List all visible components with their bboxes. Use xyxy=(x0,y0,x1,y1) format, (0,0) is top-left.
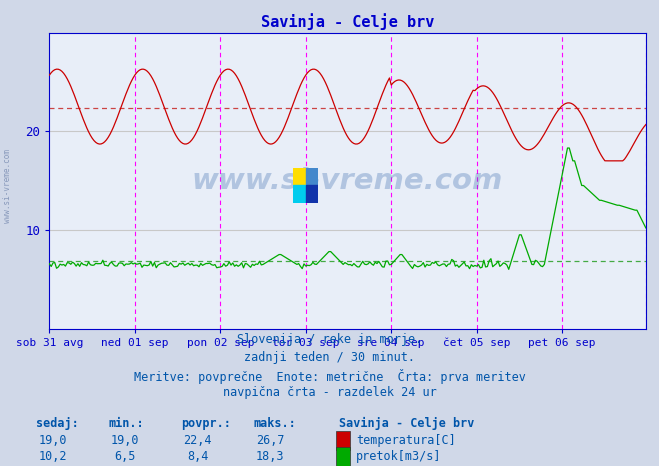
Text: 18,3: 18,3 xyxy=(256,450,285,463)
Text: 22,4: 22,4 xyxy=(183,434,212,447)
Text: www.si-vreme.com: www.si-vreme.com xyxy=(3,150,13,223)
Text: Meritve: povprečne  Enote: metrične  Črta: prva meritev: Meritve: povprečne Enote: metrične Črta:… xyxy=(134,369,525,384)
Bar xyxy=(293,185,306,203)
Text: navpična črta - razdelek 24 ur: navpična črta - razdelek 24 ur xyxy=(223,386,436,399)
Bar xyxy=(293,168,306,185)
Text: 19,0: 19,0 xyxy=(111,434,140,447)
Text: povpr.:: povpr.: xyxy=(181,417,231,430)
Title: Savinja - Celje brv: Savinja - Celje brv xyxy=(261,13,434,30)
Text: pretok[m3/s]: pretok[m3/s] xyxy=(356,450,442,463)
Text: zadnji teden / 30 minut.: zadnji teden / 30 minut. xyxy=(244,351,415,364)
Text: Savinja - Celje brv: Savinja - Celje brv xyxy=(339,417,474,430)
Text: www.si-vreme.com: www.si-vreme.com xyxy=(192,166,503,195)
Text: 19,0: 19,0 xyxy=(38,434,67,447)
Text: 26,7: 26,7 xyxy=(256,434,285,447)
Text: 10,2: 10,2 xyxy=(38,450,67,463)
Text: sedaj:: sedaj: xyxy=(36,417,79,430)
Bar xyxy=(306,168,318,185)
Text: min.:: min.: xyxy=(109,417,144,430)
Text: 8,4: 8,4 xyxy=(187,450,208,463)
Text: Slovenija / reke in morje.: Slovenija / reke in morje. xyxy=(237,333,422,346)
Bar xyxy=(306,185,318,203)
Text: 6,5: 6,5 xyxy=(115,450,136,463)
Text: temperatura[C]: temperatura[C] xyxy=(356,434,455,447)
Text: maks.:: maks.: xyxy=(254,417,297,430)
